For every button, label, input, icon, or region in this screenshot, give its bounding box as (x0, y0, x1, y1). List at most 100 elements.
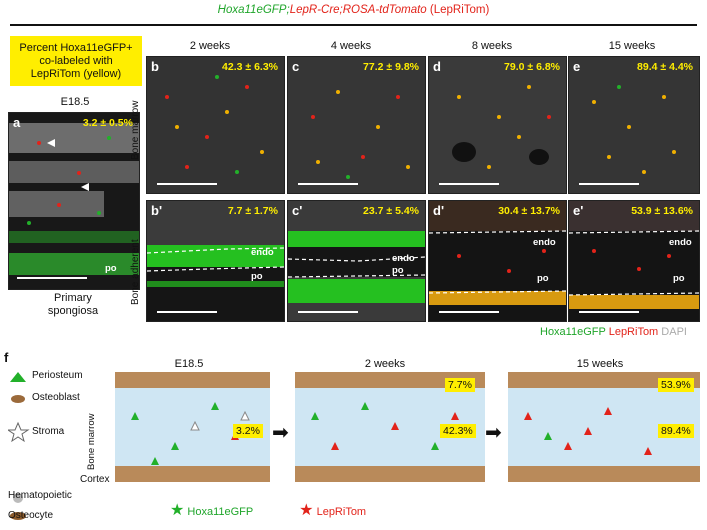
panel-a-image: a 3.2 ± 0.5% po (8, 112, 140, 290)
panel-d-scalebar (439, 183, 499, 185)
panel-c-letter: c (292, 59, 300, 74)
stage-title-15wk: 15 weeks (576, 358, 624, 370)
panel-e-image: e 89.4 ± 4.4% (568, 56, 700, 194)
gfp-star-icon: ★ (170, 502, 185, 519)
legend-line-3: LepRiTom (yellow) (30, 67, 122, 80)
panel-b-prime-po-label: po (251, 271, 263, 282)
stage-title-e18: E18.5 (174, 358, 204, 370)
panel-c-prime-micrograph (288, 201, 425, 321)
channel-legend: Hoxa11eGFP LepRiTom DAPI (540, 326, 687, 338)
schematic-zone-marrow: Bone marrow (86, 413, 97, 471)
row-label-bone-adherent: Bone adherent (130, 239, 141, 305)
channel-legend-gfp: Hoxa11eGFP (540, 326, 606, 338)
panel-d-percent: 79.0 ± 6.8% (504, 61, 560, 73)
osteoblast-icon (11, 395, 25, 403)
hematopoietic-icon (13, 493, 23, 503)
legend-hematopoietic: Hematopoietic (8, 490, 72, 501)
panel-c-prime-po-label: po (392, 265, 404, 276)
panel-b-letter: b (151, 59, 159, 74)
panel-e-prime-endo-label: endo (669, 237, 692, 248)
panel-e-letter: e (573, 59, 581, 74)
panel-b-prime-endo-label: endo (251, 247, 274, 258)
figure-title: Hoxa11eGFP;LepR-Cre;ROSA-tdTomato (LepRi… (0, 4, 707, 16)
panel-a-scalebar (17, 277, 87, 279)
stroma-icon (8, 421, 30, 443)
title-abbrev: (LepRiTom) (429, 4, 490, 16)
title-rule (10, 24, 697, 26)
panel-c-prime-endo-label: endo (392, 253, 415, 264)
panel-e-prime-micrograph (569, 201, 699, 321)
panel-d-prime-scalebar (439, 311, 499, 313)
panel-b-prime-percent: 7.7 ± 1.7% (227, 205, 278, 217)
channel-legend-tom: LepRiTom (608, 326, 659, 338)
stage-title-2wk: 2 weeks (364, 358, 406, 370)
panel-d-prime-po-label: po (537, 273, 549, 284)
periosteum-icon (10, 372, 26, 382)
panel-e-prime-image: e' 53.9 ± 13.6% endo po (568, 200, 700, 322)
panel-c-prime-scalebar (298, 311, 358, 313)
badge-e18-marrow: 3.2% (233, 424, 263, 438)
legend-osteocyte: Osteocyte (8, 510, 54, 521)
legend-line-1: Percent Hoxa11eGFP+ (19, 41, 133, 54)
panel-f-letter: f (4, 350, 9, 365)
panel-a-caption: Primary spongiosa (8, 292, 138, 318)
legend-line-2: co-labeled with (39, 54, 113, 67)
panel-b-image: b 42.3 ± 6.3% (146, 56, 285, 194)
legend-osteoblast: Osteoblast (32, 392, 80, 403)
panel-a-percent: 3.2 ± 0.5% (82, 117, 133, 129)
gene-hoxa11egfp: Hoxa11eGFP (217, 4, 287, 16)
title-separator-2: ; (339, 4, 343, 16)
legend-stroma: Stroma (32, 426, 65, 437)
panel-d-letter: d (433, 59, 441, 74)
column-header-15wk: 15 weeks (608, 40, 656, 52)
panel-a-micrograph (9, 113, 139, 289)
panel-d-prime-endo-label: endo (533, 237, 556, 248)
stage-diagram-15wk: 53.9% 89.4% (508, 372, 700, 482)
panel-e-micrograph (569, 57, 699, 193)
panel-a-caption-line1: Primary (54, 292, 92, 304)
schematic-legend-icons (8, 372, 30, 520)
panel-a-letter: a (13, 115, 21, 130)
panel-c-image: c 77.2 ± 9.8% (287, 56, 426, 194)
badge-2wk-adherent: 7.7% (445, 378, 475, 392)
tom-star-icon: ★ (299, 502, 314, 519)
panel-c-prime-image: c' 23.7 ± 5.4% endo po (287, 200, 426, 322)
stage-diagram-2wk: 7.7% 42.3% (295, 372, 485, 482)
gene-lepr-cre: LepR-Cre (289, 4, 340, 16)
badge-15wk-marrow: 89.4% (658, 424, 694, 438)
cell-legend-gfp: Hoxa11eGFP (187, 506, 254, 518)
panel-a-po-label: po (105, 263, 117, 274)
panel-d-prime-letter: d' (433, 203, 445, 218)
panel-e-prime-letter: e' (573, 203, 584, 218)
title-separator: ; (286, 4, 290, 16)
stage-diagram-e18: 3.2% (115, 372, 270, 482)
arrow-icon-2: ➡ (485, 422, 502, 444)
panel-b-prime-micrograph (147, 201, 284, 321)
panel-b-prime-letter: b' (151, 203, 163, 218)
schematic-zone-cortex: Cortex (80, 474, 110, 485)
schematic-legend: Periosteum Osteoblast Stroma Hematopoiet… (8, 368, 108, 528)
panel-c-prime-percent: 23.7 ± 5.4% (363, 205, 419, 217)
panel-e-prime-percent: 53.9 ± 13.6% (631, 205, 693, 217)
cell-legend: ★ Hoxa11eGFP ★ LepRiTom (170, 500, 366, 520)
panel-e-prime-scalebar (579, 311, 639, 313)
colabel-legend-box: Percent Hoxa11eGFP+ co-labeled with LepR… (10, 36, 142, 86)
panel-e-percent: 89.4 ± 4.4% (637, 61, 693, 73)
column-header-8wk: 8 weeks (471, 40, 513, 52)
row-label-bone-marrow: Bone marrow (130, 100, 141, 160)
panel-d-micrograph (429, 57, 566, 193)
badge-15wk-adherent: 53.9% (658, 378, 694, 392)
panel-c-prime-letter: c' (292, 203, 303, 218)
arrow-icon: ➡ (272, 422, 289, 444)
stage-15wk-illustration (508, 372, 700, 482)
panel-a-timepoint: E18.5 (60, 96, 90, 108)
panel-d-prime-percent: 30.4 ± 13.7% (498, 205, 560, 217)
panel-c-percent: 77.2 ± 9.8% (363, 61, 419, 73)
panel-b-scalebar (157, 183, 217, 185)
badge-2wk-marrow: 42.3% (440, 424, 476, 438)
panel-d-image: d 79.0 ± 6.8% (428, 56, 567, 194)
panel-d-prime-image: d' 30.4 ± 13.7% endo po (428, 200, 567, 322)
panel-e-scalebar (579, 183, 639, 185)
panel-b-percent: 42.3 ± 6.3% (222, 61, 278, 73)
panel-b-prime-image: b' 7.7 ± 1.7% endo po (146, 200, 285, 322)
